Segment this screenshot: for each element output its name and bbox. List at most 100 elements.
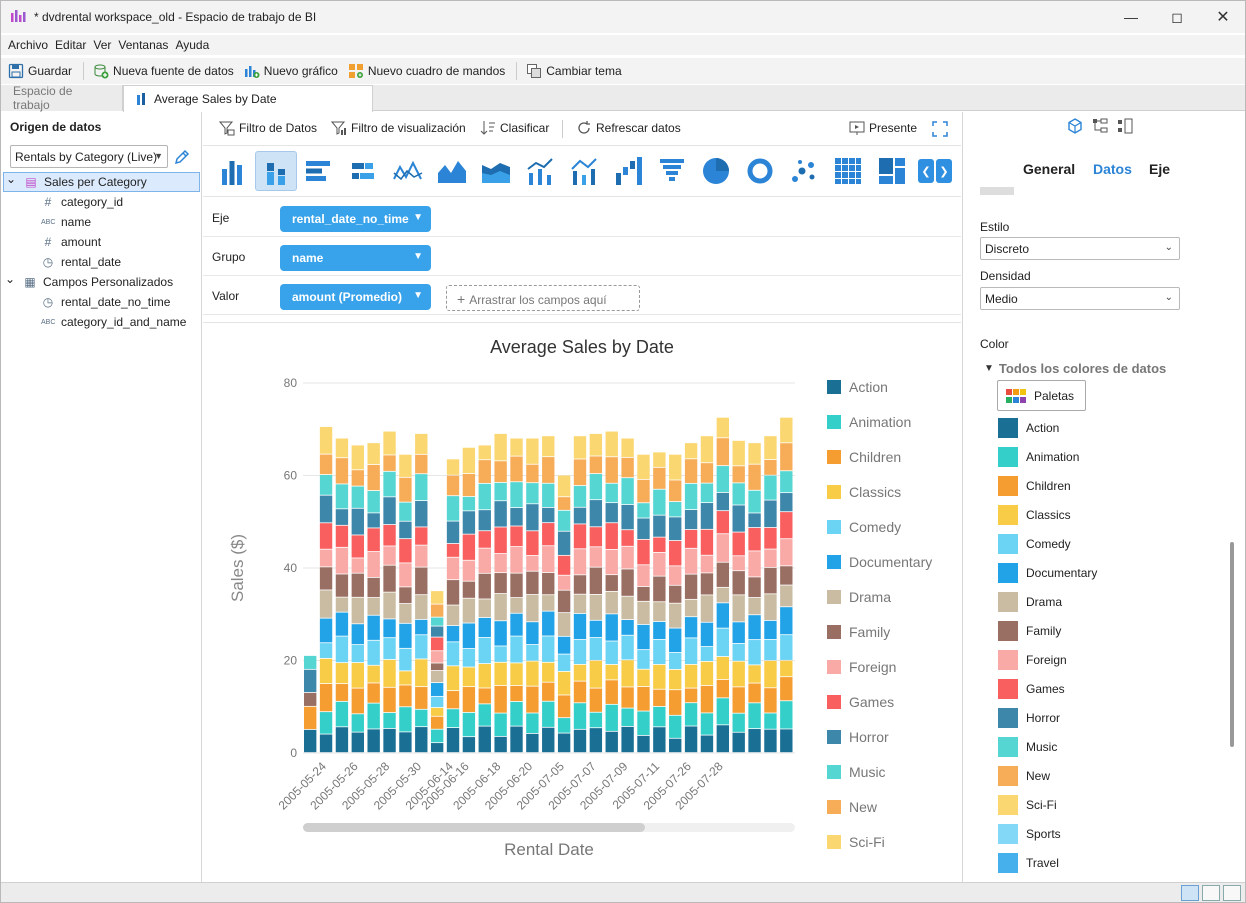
tree-item-category-id-and-name[interactable]: ABC category_id_and_name [41, 312, 186, 332]
chart-type-pie[interactable] [695, 151, 737, 191]
menu-ayuda[interactable]: Ayuda [175, 38, 210, 52]
chart-type-combo-stacked[interactable] [563, 151, 605, 191]
sort-button[interactable]: Clasificar [480, 120, 549, 136]
color-swatch[interactable] [998, 679, 1018, 699]
color-row-foreign[interactable]: Foreign [998, 649, 1067, 671]
color-row-horror[interactable]: Horror [998, 707, 1060, 729]
chart-type-column[interactable] [211, 151, 253, 191]
menu-editar[interactable]: Editar [55, 38, 87, 52]
color-swatch[interactable] [998, 447, 1018, 467]
color-row-action[interactable]: Action [998, 417, 1059, 439]
style-select[interactable]: Discreto ⌄ [980, 237, 1180, 260]
tab-workspace[interactable]: Espacio de trabajo [1, 84, 123, 112]
color-swatch[interactable] [998, 505, 1018, 525]
chart-type-line[interactable] [387, 151, 429, 191]
palettes-button[interactable]: Paletas [997, 380, 1086, 411]
layout-right-button[interactable] [1223, 885, 1241, 901]
color-swatch[interactable] [998, 853, 1018, 873]
chart-type-stacked-column[interactable] [255, 151, 297, 191]
color-swatch[interactable] [998, 563, 1018, 583]
chart-type-stacked-area[interactable] [475, 151, 517, 191]
tab-data[interactable]: Datos [1093, 161, 1132, 177]
color-row-drama[interactable]: Drama [998, 591, 1062, 613]
color-swatch[interactable] [998, 592, 1018, 612]
color-swatch[interactable] [998, 737, 1018, 757]
menu-ver[interactable]: Ver [93, 38, 112, 52]
color-swatch[interactable] [998, 621, 1018, 641]
value-field-pill[interactable]: amount (Promedio) ▼ [280, 284, 431, 310]
chart-type-funnel[interactable] [651, 151, 693, 191]
color-swatch[interactable] [998, 766, 1018, 786]
color-row-new[interactable]: New [998, 765, 1050, 787]
color-row-games[interactable]: Games [998, 678, 1065, 700]
density-select[interactable]: Medio ⌄ [980, 287, 1180, 310]
chart-type-heatmap[interactable] [827, 151, 869, 191]
group-field-pill[interactable]: name ▼ [280, 245, 431, 271]
axis-field-pill[interactable]: rental_date_no_time ▼ [280, 206, 431, 232]
chart-type-treemap[interactable] [871, 151, 913, 191]
color-row-travel[interactable]: Travel [998, 852, 1059, 874]
tree-item-category-id[interactable]: # category_id [41, 192, 123, 212]
hierarchy-icon[interactable] [1092, 118, 1108, 134]
chart-type-bar[interactable] [299, 151, 341, 191]
datasource-select[interactable]: Rentals by Category (Live) ▼ [10, 145, 168, 168]
cube-icon[interactable] [1067, 118, 1083, 134]
refresh-button[interactable]: Refrescar datos [576, 120, 681, 136]
color-row-family[interactable]: Family [998, 620, 1061, 642]
properties-scrollbar[interactable] [1230, 542, 1234, 747]
data-filter-button[interactable]: Filtro de Datos [219, 120, 317, 136]
color-swatch[interactable] [998, 708, 1018, 728]
menu-ventanas[interactable]: Ventanas [118, 38, 169, 52]
color-row-documentary[interactable]: Documentary [998, 562, 1097, 584]
fullscreen-icon[interactable] [932, 121, 948, 137]
layout-center-button[interactable] [1202, 885, 1220, 901]
chart-type-donut[interactable] [739, 151, 781, 191]
tree-item-rental-date[interactable]: ◷ rental_date [41, 252, 121, 272]
chart-scroll-thumb[interactable] [303, 823, 645, 832]
color-swatch[interactable] [998, 418, 1018, 438]
tab-general[interactable]: General [1023, 161, 1076, 177]
color-row-sports[interactable]: Sports [998, 823, 1061, 845]
present-button[interactable]: Presente [849, 120, 917, 136]
value-drop-zone[interactable]: + Arrastrar los campos aquí [446, 285, 640, 311]
new-datasource-button[interactable]: Nueva fuente de datos [89, 60, 238, 82]
chart-type-combo[interactable] [519, 151, 561, 191]
close-window-button[interactable]: ✕ [1216, 9, 1230, 26]
color-swatch[interactable] [998, 795, 1018, 815]
chart-types-prev-button[interactable]: ❮ [918, 159, 934, 183]
color-row-classics[interactable]: Classics [998, 504, 1071, 526]
color-swatch[interactable] [998, 476, 1018, 496]
color-row-animation[interactable]: Animation [998, 446, 1079, 468]
color-row-children[interactable]: Children [998, 475, 1071, 497]
chart-type-waterfall[interactable] [607, 151, 649, 191]
layout-icon[interactable] [1117, 118, 1133, 134]
color-swatch[interactable] [998, 650, 1018, 670]
color-swatch[interactable] [998, 824, 1018, 844]
tab-axis[interactable]: Eje [1149, 161, 1171, 177]
color-row-music[interactable]: Music [998, 736, 1057, 758]
minimize-button[interactable]: — [1124, 9, 1138, 25]
color-row-sci-fi[interactable]: Sci-Fi [998, 794, 1057, 816]
save-button[interactable]: Guardar [4, 60, 76, 82]
tree-item-campos-personalizados[interactable]: ⌄ ▦ Campos Personalizados [3, 272, 200, 292]
chevron-down-icon[interactable]: ⌄ [5, 272, 16, 286]
chart-type-area[interactable] [431, 151, 473, 191]
tree-item-sales-per-category[interactable]: ⌄ ▤ Sales per Category [3, 172, 200, 192]
new-dashboard-button[interactable]: Nuevo cuadro de mandos [344, 60, 509, 82]
new-chart-button[interactable]: Nuevo gráfico [240, 60, 342, 82]
chart-type-stacked-bar[interactable] [343, 151, 385, 191]
all-colors-toggle[interactable]: ▼ Todos los colores de datos [984, 361, 1166, 376]
layout-left-button[interactable] [1181, 885, 1199, 901]
tab-chart[interactable]: Average Sales by Date [123, 85, 373, 112]
tree-item-amount[interactable]: # amount [41, 232, 101, 252]
change-theme-button[interactable]: Cambiar tema [522, 60, 625, 82]
chart-type-scatter[interactable] [783, 151, 825, 191]
chevron-down-icon[interactable]: ⌄ [6, 172, 17, 186]
vis-filter-button[interactable]: Filtro de visualización [331, 120, 466, 136]
tree-item-name[interactable]: ABC name [41, 212, 91, 232]
maximize-button[interactable]: ◻ [1171, 8, 1183, 25]
edit-datasource-icon[interactable] [173, 148, 191, 166]
color-row-comedy[interactable]: Comedy [998, 533, 1071, 555]
color-swatch[interactable] [998, 534, 1018, 554]
menu-archivo[interactable]: Archivo [8, 38, 49, 52]
